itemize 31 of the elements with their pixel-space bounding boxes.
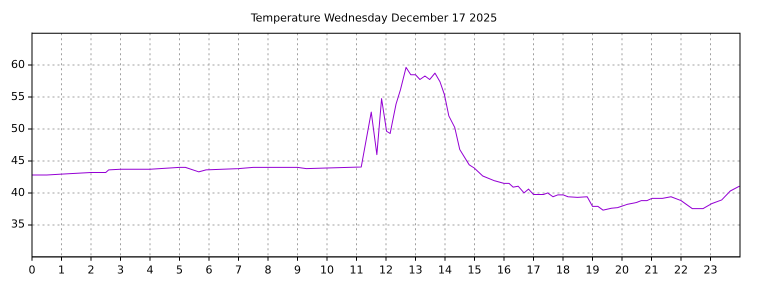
y-tick-label: 35 [10, 218, 25, 231]
x-tick-label: 15 [468, 263, 482, 276]
x-tick-label: 8 [264, 263, 272, 276]
x-tick-label: 1 [58, 263, 65, 276]
x-tick-label: 14 [438, 263, 452, 276]
x-tick-label: 6 [206, 263, 212, 276]
x-tick-label: 23 [704, 263, 718, 276]
x-tick-label: 11 [350, 263, 364, 276]
x-tick-label: 13 [408, 263, 422, 276]
x-tick-label: 4 [146, 263, 154, 276]
x-tick-label: 16 [497, 263, 511, 276]
x-tick-label: 19 [586, 263, 600, 276]
x-tick-label: 9 [294, 263, 301, 276]
x-tick-label: 20 [615, 263, 629, 276]
x-tick-label: 5 [176, 263, 183, 276]
x-tick-label: 12 [379, 263, 393, 276]
x-tick-label: 17 [526, 263, 540, 276]
y-tick-label: 40 [10, 186, 25, 199]
y-tick-label: 60 [10, 58, 25, 71]
y-tick-label: 50 [10, 122, 25, 135]
x-tick-label: 0 [28, 263, 36, 276]
y-tick-label: 55 [10, 90, 25, 103]
x-tick-label: 21 [644, 263, 658, 276]
chart-title: Temperature Wednesday December 17 2025 [250, 11, 498, 24]
x-tick-label: 10 [320, 263, 334, 276]
x-tick-label: 3 [116, 263, 124, 276]
y-tick-label: 45 [10, 154, 25, 167]
x-tick-label: 18 [556, 263, 570, 276]
x-tick-label: 7 [235, 263, 242, 276]
x-tick-label: 22 [674, 263, 688, 276]
x-tick-label: 2 [87, 263, 94, 276]
